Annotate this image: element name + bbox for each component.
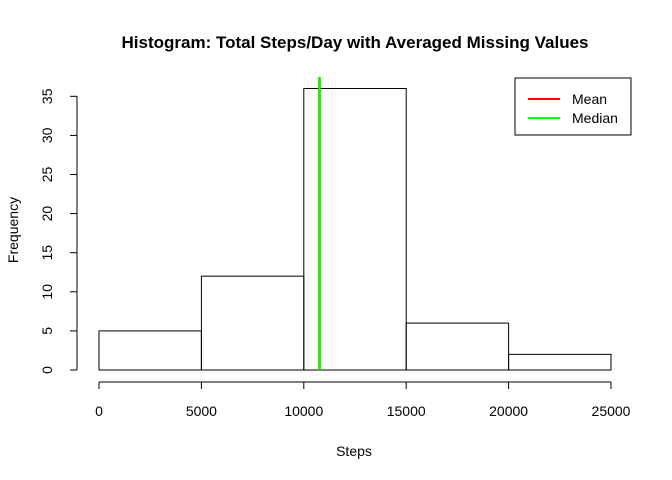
histogram-bar-1	[98, 330, 202, 371]
y-tick-label-0: 0	[39, 366, 55, 374]
x-tick-label-20000: 20000	[489, 403, 528, 419]
x-axis-label: Steps	[336, 443, 372, 459]
y-tick-label-30: 30	[39, 127, 55, 143]
x-axis: 0 5000 10000 15000 20000 25000	[95, 381, 631, 419]
histogram-bar-2	[200, 275, 305, 371]
y-axis: 0 5 10 15 20 25 30 35	[39, 88, 78, 374]
bars-group	[98, 87, 612, 371]
y-tick-label-35: 35	[39, 88, 55, 104]
x-tick-label-5000: 5000	[186, 403, 217, 419]
x-tick-label-15000: 15000	[387, 403, 426, 419]
legend-box	[514, 77, 632, 136]
x-tick-label-0: 0	[95, 403, 103, 419]
legend: Mean Median	[514, 77, 632, 136]
x-tick-label-10000: 10000	[284, 403, 323, 419]
y-tick-label-20: 20	[39, 206, 55, 222]
y-axis-label: Frequency	[5, 197, 21, 263]
y-tick-label-25: 25	[39, 167, 55, 183]
histogram-bar-5	[508, 353, 612, 371]
histogram-bar-4	[405, 322, 510, 371]
x-tick-label-25000: 25000	[592, 403, 631, 419]
legend-label-mean: Mean	[572, 91, 607, 107]
histogram-bar-3	[303, 87, 407, 371]
legend-label-median: Median	[572, 110, 618, 126]
chart-title: Histogram: Total Steps/Day with Averaged…	[122, 33, 589, 52]
y-tick-label-5: 5	[39, 327, 55, 335]
y-tick-label-10: 10	[39, 284, 55, 300]
y-tick-label-15: 15	[39, 245, 55, 261]
